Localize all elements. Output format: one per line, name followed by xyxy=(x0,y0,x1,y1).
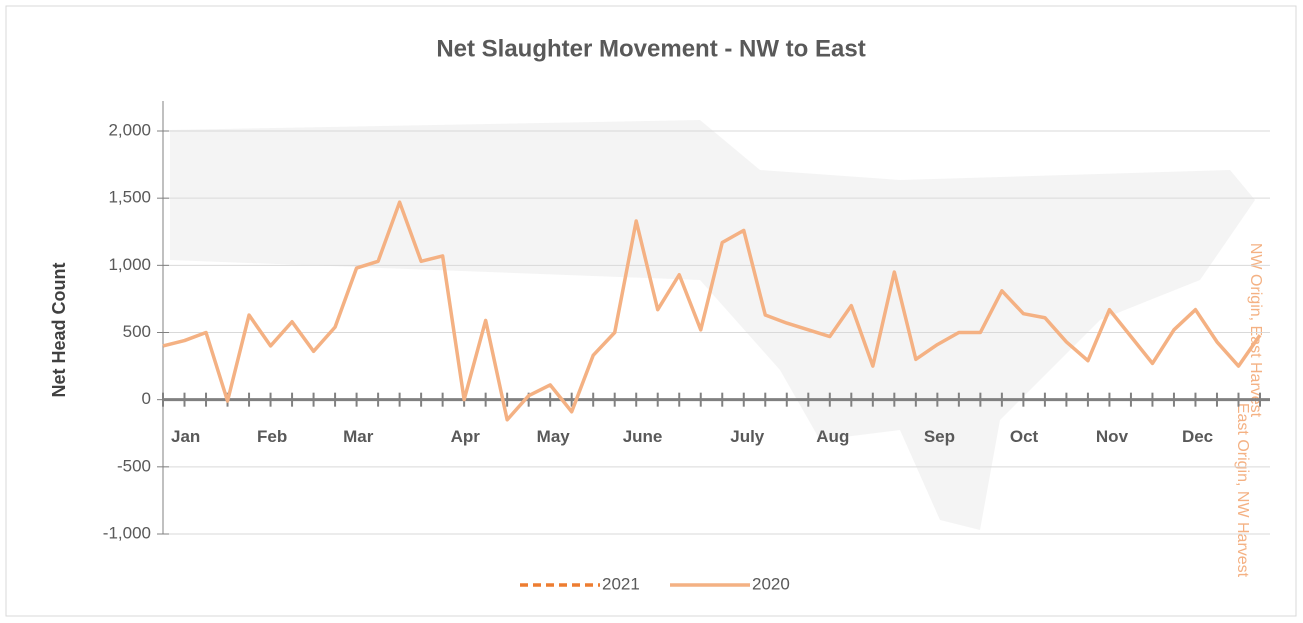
x-tick-label: Dec xyxy=(1182,427,1213,446)
x-tick-label: Oct xyxy=(1010,427,1039,446)
x-tick-label: May xyxy=(537,427,571,446)
y-tick-label: -500 xyxy=(117,456,151,475)
x-tick-label: Jan xyxy=(171,427,200,446)
x-tick-label: Feb xyxy=(257,427,287,446)
y-axis-title: Net Head Count xyxy=(49,262,69,397)
annotation: East Origin, NW Harvest xyxy=(1234,403,1251,578)
map-background xyxy=(170,120,1255,530)
legend-label: 2021 xyxy=(602,574,640,593)
x-tick-label: Sep xyxy=(924,427,955,446)
y-tick-label: 2,000 xyxy=(108,120,151,139)
x-tick-label: June xyxy=(623,427,663,446)
annotation: NW Origin, East Harvest xyxy=(1247,243,1264,418)
y-tick-label: -1,000 xyxy=(103,523,151,542)
x-tick-label: July xyxy=(730,427,765,446)
x-tick-label: Nov xyxy=(1096,427,1129,446)
y-tick-label: 500 xyxy=(123,322,151,341)
y-tick-label: 1,500 xyxy=(108,188,151,207)
x-tick-label: Aug xyxy=(816,427,849,446)
series-line xyxy=(162,200,1262,422)
legend-label: 2020 xyxy=(752,574,790,593)
y-tick-label: 0 xyxy=(142,389,151,408)
chart-title: Net Slaughter Movement - NW to East xyxy=(436,35,865,62)
x-tick-label: Apr xyxy=(451,427,481,446)
x-tick-label: Mar xyxy=(343,427,374,446)
y-tick-label: 1,000 xyxy=(108,255,151,274)
